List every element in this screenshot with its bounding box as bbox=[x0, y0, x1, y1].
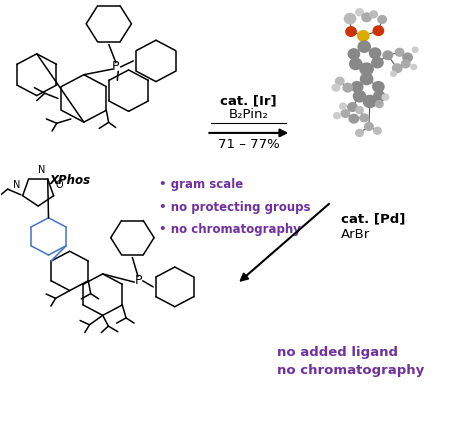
Text: no added ligand: no added ligand bbox=[277, 346, 398, 359]
Text: B₂Pin₂: B₂Pin₂ bbox=[229, 108, 269, 121]
Circle shape bbox=[362, 13, 371, 22]
Circle shape bbox=[373, 26, 383, 36]
Circle shape bbox=[363, 95, 376, 108]
Circle shape bbox=[350, 58, 362, 69]
Circle shape bbox=[336, 77, 344, 85]
Circle shape bbox=[373, 82, 384, 92]
Circle shape bbox=[365, 122, 373, 130]
Circle shape bbox=[403, 53, 412, 62]
Circle shape bbox=[356, 129, 363, 136]
Circle shape bbox=[369, 48, 381, 58]
Text: XPhos: XPhos bbox=[49, 174, 90, 187]
Text: • gram scale: • gram scale bbox=[159, 178, 244, 191]
Circle shape bbox=[360, 73, 373, 85]
Circle shape bbox=[370, 11, 377, 18]
Circle shape bbox=[358, 41, 370, 52]
Circle shape bbox=[354, 91, 365, 102]
Circle shape bbox=[378, 16, 386, 23]
Circle shape bbox=[383, 51, 392, 59]
Circle shape bbox=[412, 47, 418, 52]
Circle shape bbox=[411, 64, 417, 69]
Circle shape bbox=[374, 127, 381, 134]
Circle shape bbox=[332, 84, 340, 91]
Text: cat. [Pd]: cat. [Pd] bbox=[341, 213, 405, 226]
Circle shape bbox=[341, 110, 350, 117]
Circle shape bbox=[352, 82, 363, 92]
Text: no chromatography: no chromatography bbox=[277, 365, 424, 378]
Text: P: P bbox=[112, 60, 119, 73]
Text: ArBr: ArBr bbox=[341, 228, 370, 241]
Circle shape bbox=[348, 103, 357, 112]
Circle shape bbox=[360, 114, 368, 122]
Circle shape bbox=[356, 107, 363, 114]
Text: P: P bbox=[134, 274, 142, 287]
Text: 71 – 77%: 71 – 77% bbox=[218, 138, 280, 151]
Circle shape bbox=[392, 64, 402, 72]
Circle shape bbox=[349, 115, 358, 123]
Circle shape bbox=[382, 94, 389, 100]
Circle shape bbox=[345, 13, 356, 24]
Circle shape bbox=[356, 9, 363, 16]
Circle shape bbox=[340, 103, 346, 109]
Circle shape bbox=[334, 113, 340, 118]
Text: cat. [Ir]: cat. [Ir] bbox=[220, 94, 277, 107]
Text: • no protecting groups: • no protecting groups bbox=[159, 201, 311, 214]
Circle shape bbox=[391, 71, 396, 76]
Circle shape bbox=[395, 49, 404, 56]
Circle shape bbox=[348, 49, 359, 59]
Circle shape bbox=[375, 101, 383, 108]
Text: N: N bbox=[13, 180, 21, 190]
Circle shape bbox=[360, 63, 373, 75]
Circle shape bbox=[401, 60, 410, 68]
Text: • no chromatography: • no chromatography bbox=[159, 223, 301, 236]
Circle shape bbox=[357, 31, 369, 41]
Circle shape bbox=[374, 91, 385, 102]
Text: N: N bbox=[38, 165, 45, 175]
Circle shape bbox=[343, 83, 353, 92]
Circle shape bbox=[346, 27, 356, 36]
Circle shape bbox=[372, 57, 383, 68]
Text: O: O bbox=[55, 180, 63, 190]
